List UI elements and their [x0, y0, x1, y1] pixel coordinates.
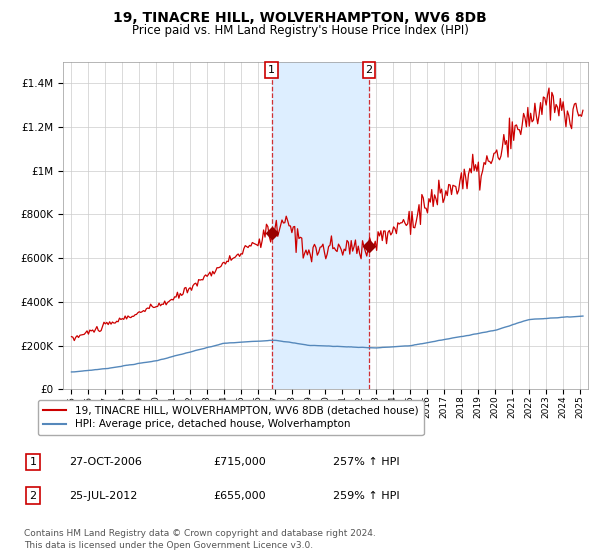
- Bar: [272, 62, 369, 389]
- Text: This data is licensed under the Open Government Licence v3.0.: This data is licensed under the Open Gov…: [24, 541, 313, 550]
- Text: 259% ↑ HPI: 259% ↑ HPI: [333, 491, 400, 501]
- Text: Price paid vs. HM Land Registry's House Price Index (HPI): Price paid vs. HM Land Registry's House …: [131, 24, 469, 36]
- Text: £655,000: £655,000: [213, 491, 266, 501]
- Text: 2: 2: [365, 65, 373, 75]
- Legend: 19, TINACRE HILL, WOLVERHAMPTON, WV6 8DB (detached house), HPI: Average price, d: 19, TINACRE HILL, WOLVERHAMPTON, WV6 8DB…: [38, 400, 424, 435]
- Text: £715,000: £715,000: [213, 457, 266, 467]
- Text: 1: 1: [29, 457, 37, 467]
- Text: 257% ↑ HPI: 257% ↑ HPI: [333, 457, 400, 467]
- Text: Contains HM Land Registry data © Crown copyright and database right 2024.: Contains HM Land Registry data © Crown c…: [24, 529, 376, 538]
- Text: 2: 2: [29, 491, 37, 501]
- Text: 25-JUL-2012: 25-JUL-2012: [69, 491, 137, 501]
- Text: 27-OCT-2006: 27-OCT-2006: [69, 457, 142, 467]
- Text: 19, TINACRE HILL, WOLVERHAMPTON, WV6 8DB: 19, TINACRE HILL, WOLVERHAMPTON, WV6 8DB: [113, 11, 487, 25]
- Text: 1: 1: [268, 65, 275, 75]
